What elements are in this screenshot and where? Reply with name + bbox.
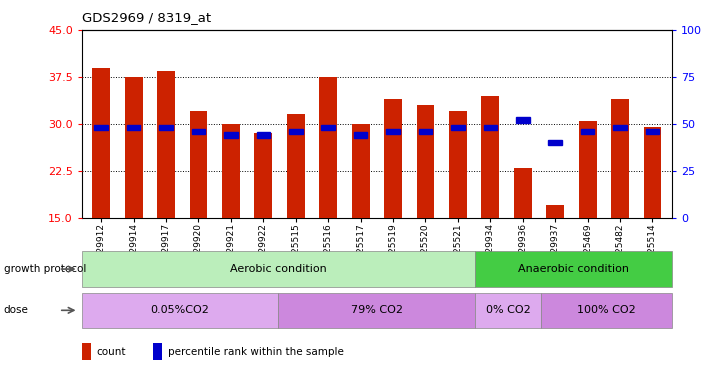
Bar [449,111,467,218]
Bar [95,125,108,130]
Bar [222,124,240,218]
Bar [321,125,335,130]
Bar [255,133,272,218]
Bar [514,168,532,217]
Bar [481,96,499,218]
Bar [224,132,237,138]
Bar [419,129,432,134]
Bar [646,129,659,134]
Text: count: count [97,346,126,357]
Bar [124,77,143,218]
Bar [319,77,337,218]
Bar [579,121,597,218]
Bar [643,127,661,218]
Bar [386,129,400,134]
Text: 100% CO2: 100% CO2 [577,305,636,315]
Bar [611,99,629,218]
Text: 0% CO2: 0% CO2 [486,305,530,315]
Bar [546,205,564,218]
Bar [289,129,303,134]
Text: GDS2969 / 8319_at: GDS2969 / 8319_at [82,11,211,24]
Text: dose: dose [4,305,28,315]
Bar [352,124,370,218]
Bar [516,117,530,123]
Bar [451,125,465,130]
Bar [548,140,562,145]
Bar [384,99,402,218]
Text: Aerobic condition: Aerobic condition [230,264,327,274]
Text: Anaerobic condition: Anaerobic condition [518,264,629,274]
Bar [190,111,208,218]
Bar [417,105,434,218]
Bar [581,129,594,134]
Bar [192,129,205,134]
Text: growth protocol: growth protocol [4,264,86,274]
Bar [354,132,368,138]
Text: percentile rank within the sample: percentile rank within the sample [168,346,343,357]
Bar [613,125,627,130]
Bar [257,132,270,138]
Bar [483,125,497,130]
Text: 0.05%CO2: 0.05%CO2 [151,305,210,315]
Bar [287,114,305,218]
Bar [127,125,141,130]
Bar [92,68,110,218]
Text: 79% CO2: 79% CO2 [351,305,403,315]
Bar [159,125,173,130]
Bar [157,70,175,217]
